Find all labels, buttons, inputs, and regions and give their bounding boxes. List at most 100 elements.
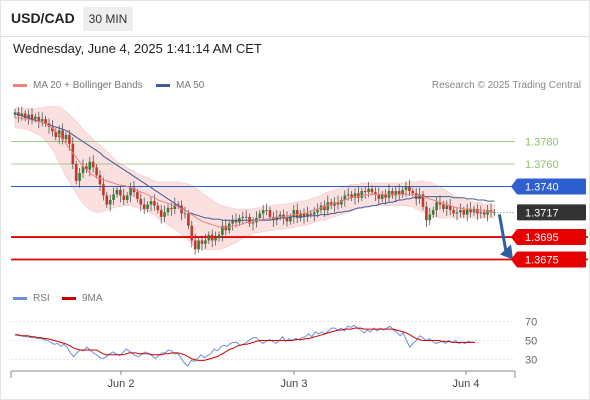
candle-body: [435, 202, 438, 211]
candle-body: [122, 195, 126, 200]
candle-body: [326, 202, 330, 211]
candle-body: [380, 194, 384, 199]
legend-ma20: MA 20 + Bollinger Bands: [13, 80, 143, 91]
candle-body: [102, 184, 105, 196]
candle-body: [445, 205, 449, 209]
candle-body: [217, 234, 221, 239]
candle-body: [221, 225, 224, 235]
level-label-1.3780: 1.3780: [525, 137, 559, 149]
candle-body: [115, 189, 119, 195]
candle-body: [428, 214, 432, 221]
candle-body: [187, 213, 190, 226]
candle-body: [401, 189, 404, 195]
candle-body: [459, 210, 462, 213]
ma50-line: [14, 113, 495, 221]
candle-body: [200, 240, 204, 244]
candle-body: [149, 201, 153, 205]
candle-body: [278, 214, 282, 217]
candle-body: [183, 213, 187, 215]
candle-body: [397, 191, 401, 195]
level-label-bg-1.3740: [517, 178, 586, 195]
candle-body: [421, 194, 425, 207]
candle-body: [241, 216, 245, 218]
level-label-bg-1.3695: [517, 229, 586, 246]
x-tick-label-Jun-3: Jun 3: [281, 378, 308, 390]
legend-ma50-label: MA 50: [176, 80, 205, 91]
candle-body: [272, 216, 275, 221]
candle-body: [173, 204, 177, 209]
candle-body: [465, 208, 469, 215]
candle-body: [136, 192, 139, 199]
level-label-1.3717: 1.3717: [525, 207, 559, 219]
credit-label: Research © 2025 Trading Central: [431, 80, 581, 91]
legend-rsi-ma: 9MA: [62, 293, 103, 304]
timeframe-button[interactable]: 30 MIN: [83, 7, 133, 31]
candle-body: [289, 216, 292, 222]
candle-body: [377, 194, 381, 199]
candle-body: [391, 191, 394, 196]
candle-body: [309, 213, 313, 215]
candle-body: [95, 167, 98, 176]
candle-body: [139, 198, 143, 205]
candle-body: [190, 225, 194, 241]
candle-body: [340, 199, 343, 205]
candle-body: [425, 206, 428, 221]
header-divider: [0, 36, 590, 37]
candle-body: [142, 204, 146, 209]
candle-body: [78, 173, 81, 181]
candle-body: [156, 205, 160, 211]
candle-body: [316, 210, 319, 213]
candle-body: [438, 202, 442, 205]
forecast-arrow-shaft: [497, 214, 508, 252]
rsi-tick-label-70: 70: [525, 317, 537, 329]
candle-body: [74, 164, 78, 181]
candle-body: [306, 213, 309, 217]
candle-body: [329, 202, 333, 206]
candle-body: [180, 205, 183, 214]
ma20-line: [15, 117, 495, 228]
candle-body: [323, 205, 326, 211]
candle-body: [408, 186, 411, 191]
candle-body: [299, 213, 302, 218]
rsi-tick-label-50: 50: [525, 336, 537, 348]
candle-body: [462, 210, 466, 215]
candle-body: [132, 187, 136, 193]
candle-body: [159, 210, 163, 217]
candle-body: [54, 131, 58, 138]
candle-body: [258, 213, 262, 218]
candle-body: [71, 143, 75, 165]
candle-body: [88, 161, 92, 170]
candle-body: [119, 189, 122, 196]
candle-body: [91, 161, 95, 168]
symbol-label: USD/CAD: [11, 10, 75, 26]
rsi-tick-label-30: 30: [525, 355, 537, 367]
legend-rsi-ma-label: 9MA: [82, 293, 103, 304]
candle-body: [170, 207, 173, 209]
legend-rsi: RSI: [13, 293, 50, 304]
candle-body: [472, 208, 476, 213]
ma50-swatch-icon: [156, 84, 170, 87]
candle-body: [360, 191, 364, 198]
candle-body: [112, 194, 115, 200]
level-label-1.3740: 1.3740: [525, 182, 559, 194]
candle-body: [13, 112, 17, 115]
candle-body: [455, 212, 459, 214]
candle-body: [44, 119, 47, 124]
x-tick-label-Jun-2: Jun 2: [108, 378, 135, 390]
candle-body: [431, 210, 435, 215]
candle-body: [27, 114, 30, 118]
candle-body: [146, 204, 149, 209]
candle-body: [442, 204, 445, 209]
candle-body: [125, 195, 129, 200]
candle-body: [244, 216, 248, 218]
candle-body: [163, 212, 166, 217]
level-label-pointer-icon: [511, 178, 517, 195]
candle-body: [51, 126, 54, 132]
candle-body: [105, 195, 109, 205]
candle-body: [448, 205, 452, 211]
candle-body: [275, 216, 279, 221]
ma20-swatch-icon: [13, 84, 27, 87]
level-label-1.3675: 1.3675: [525, 255, 559, 267]
candle-body: [98, 175, 102, 185]
